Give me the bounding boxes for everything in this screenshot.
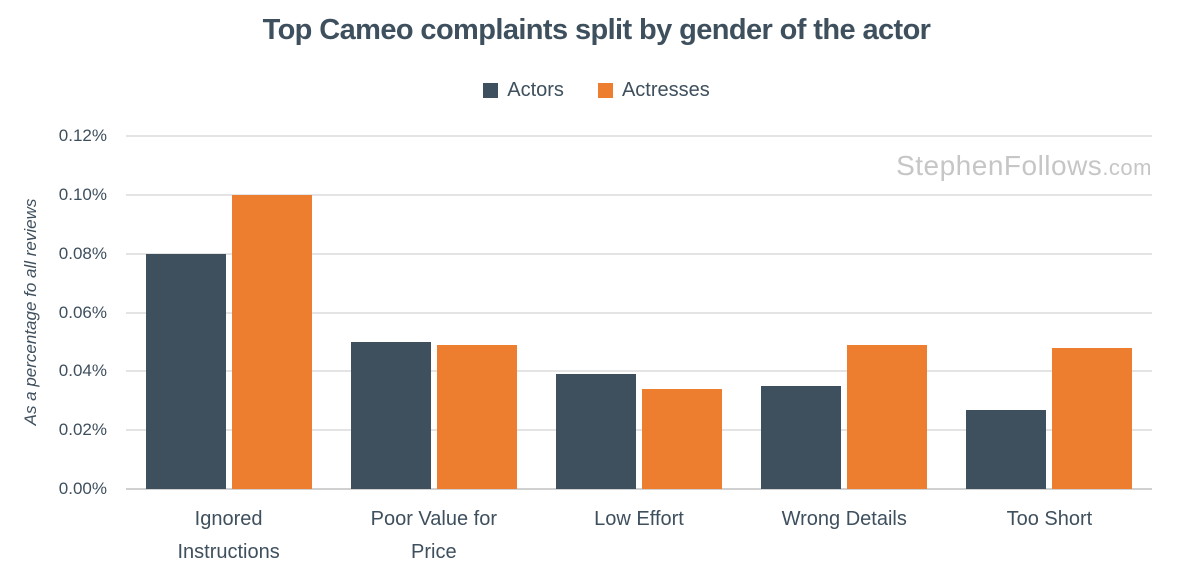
x-label-cell: Poor Value for Price xyxy=(331,503,536,569)
x-axis-labels: Ignored Instructions Poor Value for Price… xyxy=(126,503,1152,569)
y-tick-label: 0.04% xyxy=(58,361,107,381)
bars-layer xyxy=(126,136,1152,489)
legend: Actors Actresses xyxy=(0,79,1193,102)
watermark-suffix: .com xyxy=(1102,155,1152,180)
y-tick-label: 0.00% xyxy=(58,479,107,498)
actresses-swatch-icon xyxy=(597,83,613,98)
x-label-cell: Ignored Instructions xyxy=(126,503,331,569)
y-tick-label: 0.06% xyxy=(58,302,107,322)
bar-group-low-effort xyxy=(536,136,741,489)
x-axis-label: Ignored Instructions xyxy=(177,508,280,563)
plot-area xyxy=(126,135,1152,490)
x-axis-line xyxy=(126,488,1152,490)
legend-label-actors: Actors xyxy=(507,79,564,101)
gridline xyxy=(126,311,1152,314)
gridline xyxy=(126,370,1152,373)
y-tick-label: 0.10% xyxy=(58,184,107,204)
bar-actors-low-effort xyxy=(556,374,636,489)
watermark-main: StephenFollows xyxy=(896,150,1103,181)
y-axis-tick-labels: 0.12% 0.10% 0.08% 0.06% 0.04% 0.02% 0.00% xyxy=(0,126,107,498)
gridline xyxy=(126,135,1152,137)
watermark: StephenFollows.com xyxy=(896,150,1152,182)
legend-item-actors: Actors xyxy=(483,79,564,102)
bar-group-too-short xyxy=(947,136,1152,489)
x-axis-label: Low Effort xyxy=(594,508,684,530)
y-tick-label: 0.02% xyxy=(58,420,107,440)
bar-actresses-wrong-details xyxy=(847,344,928,489)
x-axis-label: Wrong Details xyxy=(781,508,907,530)
chart-title: Top Cameo complaints split by gender of … xyxy=(262,14,931,46)
actors-swatch-icon xyxy=(483,83,499,98)
y-tick-label: 0.08% xyxy=(58,243,107,263)
gridline xyxy=(126,193,1152,196)
legend-label-actresses: Actresses xyxy=(621,79,710,101)
bar-actresses-too-short xyxy=(1052,347,1133,489)
bar-group-wrong-details xyxy=(742,136,947,489)
gridline xyxy=(126,252,1152,255)
bar-group-poor-value-for-price xyxy=(331,136,536,489)
legend-item-actresses: Actresses xyxy=(597,79,710,102)
x-label-cell: Low Effort xyxy=(536,503,741,569)
bar-actresses-ignored-instructions xyxy=(231,194,312,489)
x-label-cell: Wrong Details xyxy=(742,503,947,569)
bar-actors-wrong-details xyxy=(761,386,842,489)
x-label-cell: Too Short xyxy=(947,503,1152,569)
bar-actresses-poor-value-for-price xyxy=(436,344,517,489)
bar-group-ignored-instructions xyxy=(126,136,331,489)
bar-actors-ignored-instructions xyxy=(145,253,226,489)
gridline xyxy=(126,429,1152,432)
y-tick-label: 0.12% xyxy=(58,126,107,145)
bar-actors-poor-value-for-price xyxy=(350,341,431,489)
bar-actors-too-short xyxy=(966,409,1047,489)
bar-actresses-low-effort xyxy=(642,388,722,489)
x-axis-label: Poor Value for Price xyxy=(370,508,497,563)
x-axis-label: Too Short xyxy=(1006,508,1093,530)
